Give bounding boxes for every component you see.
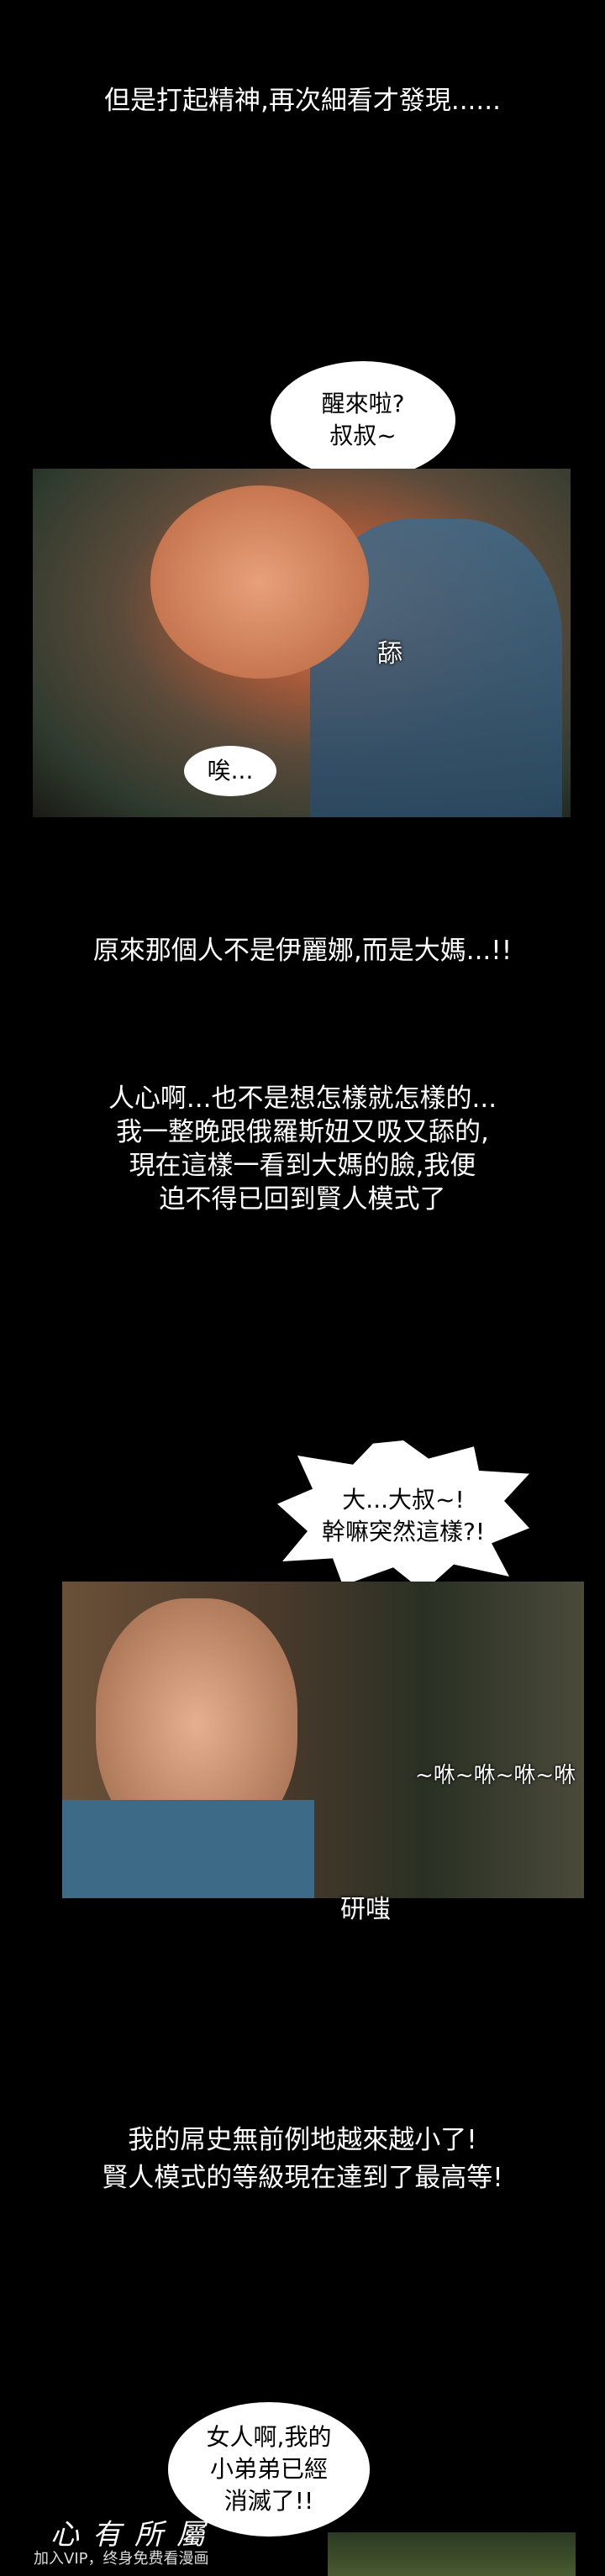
comic-panel: ~咻~咻~咻~咻: [62, 1582, 584, 1898]
comic-panel: [328, 2532, 576, 2576]
sound-effect: ~咻~咻~咻~咻: [415, 1763, 576, 1788]
bubble-line: 唉...: [207, 757, 254, 784]
narration-line: 人心啊...也不是想怎樣就怎樣的...: [108, 1083, 497, 1114]
caption: 原來那個人不是伊麗娜,而是大媽...!!: [92, 936, 513, 966]
watermark-text: 加入VIP，终身免费看漫画: [34, 2550, 209, 2568]
sound-effect: 研嗤: [340, 1895, 391, 1924]
caption: 但是打起精神,再次細看才發現......: [104, 86, 501, 116]
bubble-line: 女人啊,我的: [206, 2423, 332, 2451]
bubble-line: 大...大叔~!: [342, 1486, 465, 1514]
caption: 我的屌史無前例地越來越小了!: [128, 2125, 477, 2155]
caption: 賢人模式的等級現在達到了最高等!: [102, 2163, 503, 2193]
speech-bubble: 女人啊,我的 小弟弟已經 消滅了!!: [168, 2402, 370, 2537]
narration-line: 現在這樣一看到大媽的臉,我便: [129, 1151, 476, 1181]
watermark-logo: 心有所屬: [50, 2518, 218, 2552]
narration-line: 迫不得已回到賢人模式了: [159, 1184, 446, 1215]
narration-line: 我一整晚跟俄羅斯妞又吸又舔的,: [116, 1117, 489, 1147]
bubble-line: 幹嘛突然這樣?!: [321, 1518, 486, 1545]
speech-bubble: 唉...: [184, 746, 276, 796]
bubble-line: 小弟弟已經: [209, 2455, 328, 2483]
comic-panel: 舔 唉...: [33, 469, 571, 817]
bubble-line: 消滅了!!: [224, 2487, 314, 2515]
sound-effect: 舔: [377, 639, 402, 669]
speech-bubble: 醒來啦? 叔叔~: [271, 361, 455, 479]
bubble-line: 叔叔~: [329, 422, 397, 449]
bubble-line: 醒來啦?: [321, 390, 405, 417]
speech-bubble: 大...大叔~! 幹嘛突然這樣?!: [277, 1440, 529, 1592]
figure: [62, 1800, 314, 1898]
figure-head: [150, 485, 369, 679]
